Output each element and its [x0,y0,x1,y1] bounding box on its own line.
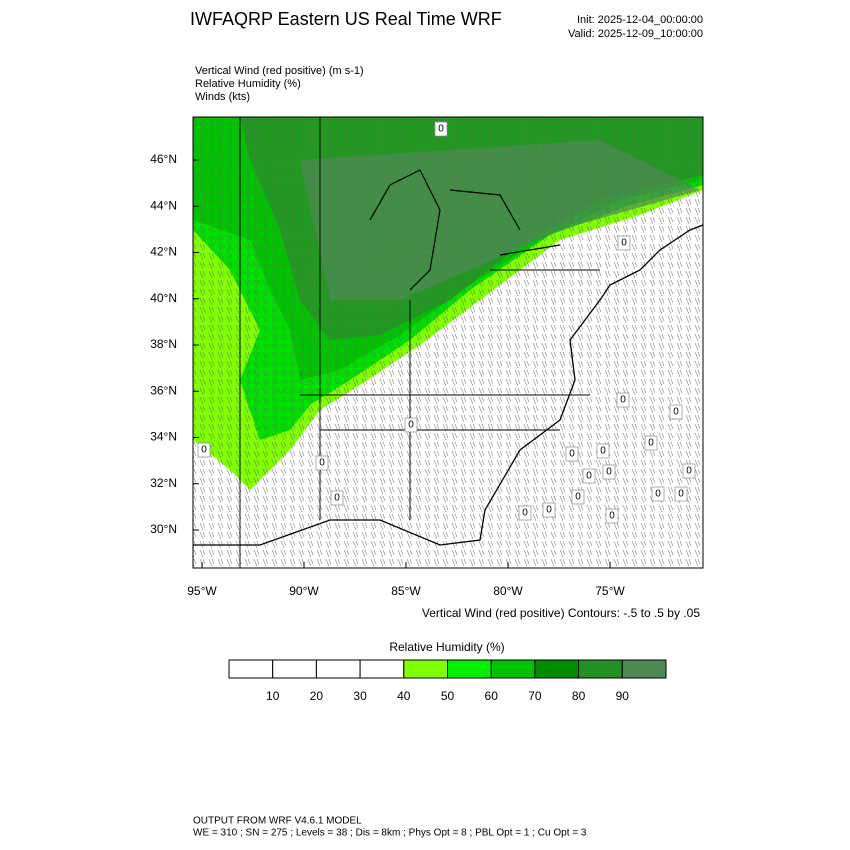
field-label: Winds (kts) [195,91,250,103]
contour-label-box [404,417,418,433]
colorbar-box [315,659,361,679]
lat-label: 32°N [150,476,177,490]
lon-label: 90°W [289,584,319,598]
valid-time: Valid: 2025-12-09_10:00:00 [568,28,703,40]
contour-label: 0 [408,420,414,431]
contour-label: 0 [575,492,581,503]
lon-label: 75°W [595,584,625,598]
contour-label: 0 [686,466,692,477]
contour-label: 0 [569,449,575,460]
lon-label: 85°W [391,584,421,598]
contour-label-box [617,235,631,251]
colorbar-box [578,659,623,679]
lon-label: 80°W [493,584,523,598]
lat-label: 40°N [150,291,177,305]
contour-label-box [644,435,658,451]
lat-label: 42°N [150,245,177,259]
contour-label: 0 [600,446,606,457]
contour-label: 0 [319,458,325,469]
colorbar-box [621,659,667,679]
contour-label-box [651,486,665,502]
contour-note: Vertical Wind (red positive) Contours: -… [422,606,700,620]
contour-label: 0 [678,489,684,500]
colorbar-box [359,659,405,679]
contour-label-box [682,463,696,479]
field-label: Relative Humidity (%) [195,78,301,90]
colorbar-label: 60 [485,689,499,703]
lat-label: 30°N [150,522,177,536]
contour-label-box [582,468,596,484]
contour-label-box [674,486,688,502]
contour-label-box [434,121,448,137]
colorbar-label: 20 [310,689,324,703]
colorbar-box [272,659,317,679]
colorbar-label: 50 [441,689,455,703]
colorbar-box [490,659,536,679]
colorbar-box [228,659,274,679]
lat-label: 38°N [150,337,177,351]
contour-label-box [605,508,619,524]
contour-label-box [542,502,556,518]
colorbar-label: 90 [616,689,630,703]
colorbar-label: 30 [353,689,367,703]
field-label: Vertical Wind (red positive) (m s-1) [195,65,364,77]
map [193,117,703,568]
colorbar-label: 70 [528,689,542,703]
lat-label: 34°N [150,430,177,444]
contour-label: 0 [522,508,528,519]
contour-label: 0 [586,471,592,482]
contour-label-box [596,443,610,459]
contour-label: 0 [334,493,340,504]
contour-label-box [518,505,532,521]
colorbar-label: 80 [572,689,586,703]
contour-label-box [315,455,329,471]
footer-line: WE = 310 ; SN = 275 ; Levels = 38 ; Dis … [193,828,587,839]
footer-line: OUTPUT FROM WRF V4.6.1 MODEL [193,816,362,827]
lat-label: 36°N [150,383,177,397]
contour-label: 0 [621,238,627,249]
contour-label: 0 [620,395,626,406]
colorbar-box [534,659,580,679]
contour-label: 0 [609,511,615,522]
colorbar-box [403,659,448,679]
contour-label: 0 [655,489,661,500]
contour-label-box [565,446,579,462]
lat-label: 46°N [150,152,177,166]
colorbar-title: Relative Humidity (%) [389,640,504,654]
contour-label-box [197,442,211,458]
colorbar-label: 10 [266,689,280,703]
contour-label: 0 [438,124,444,135]
lat-label: 44°N [150,198,177,212]
contour-label: 0 [201,445,207,456]
contour-label: 0 [546,505,552,516]
colorbar-label: 40 [397,689,411,703]
map-frame [192,116,704,569]
contour-label: 0 [606,467,612,478]
colorbar-box [447,659,492,679]
contour-label: 0 [673,407,679,418]
title: IWFAQRP Eastern US Real Time WRF [190,9,502,29]
lon-label: 95°W [187,584,217,598]
contour-label-box [616,392,630,408]
contour-label-box [330,490,344,506]
contour-label: 0 [648,438,654,449]
contour-label-box [669,404,683,420]
contour-label-box [571,489,585,505]
init-time: Init: 2025-12-04_00:00:00 [577,14,703,26]
contour-label-box [602,464,616,480]
